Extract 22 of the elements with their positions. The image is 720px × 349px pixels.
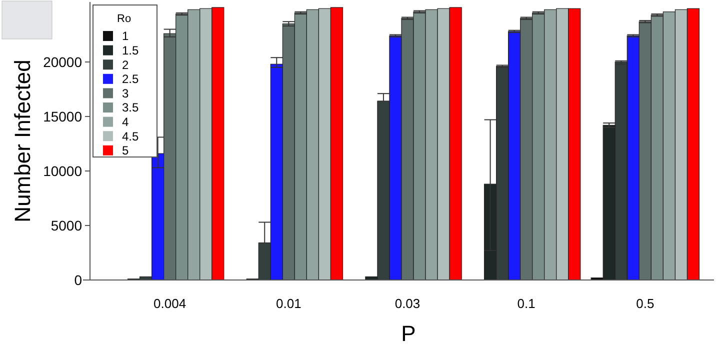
x-tick-label: 0.5 [636, 296, 654, 311]
y-tick-label: 0 [74, 272, 82, 288]
legend-label: 3 [122, 86, 129, 100]
legend-label: 4.5 [122, 129, 140, 144]
y-tick-label: 5000 [50, 217, 82, 234]
x-tick-label: 0.1 [517, 296, 536, 311]
x-tick-label: 0.01 [276, 296, 302, 311]
x-tick-label: 0.03 [394, 296, 420, 311]
y-tick-label: 15000 [43, 108, 82, 124]
legend-label: 1 [122, 29, 129, 44]
x-axis-title: P [401, 321, 416, 346]
x-tick-label: 0.004 [154, 296, 186, 311]
legend-label: 1.5 [122, 44, 140, 58]
legend-label: 2.5 [122, 72, 140, 86]
legend-label: 4 [122, 115, 129, 129]
y-tick-label: 20000 [43, 54, 82, 70]
legend-label: 5 [122, 144, 129, 158]
y-axis-title: Number Infected [10, 60, 35, 222]
legend-title: Ro [117, 13, 132, 25]
y-tick-label: 10000 [43, 162, 82, 179]
legend-label: 2 [122, 58, 129, 72]
legend-label: 3.5 [122, 100, 140, 115]
